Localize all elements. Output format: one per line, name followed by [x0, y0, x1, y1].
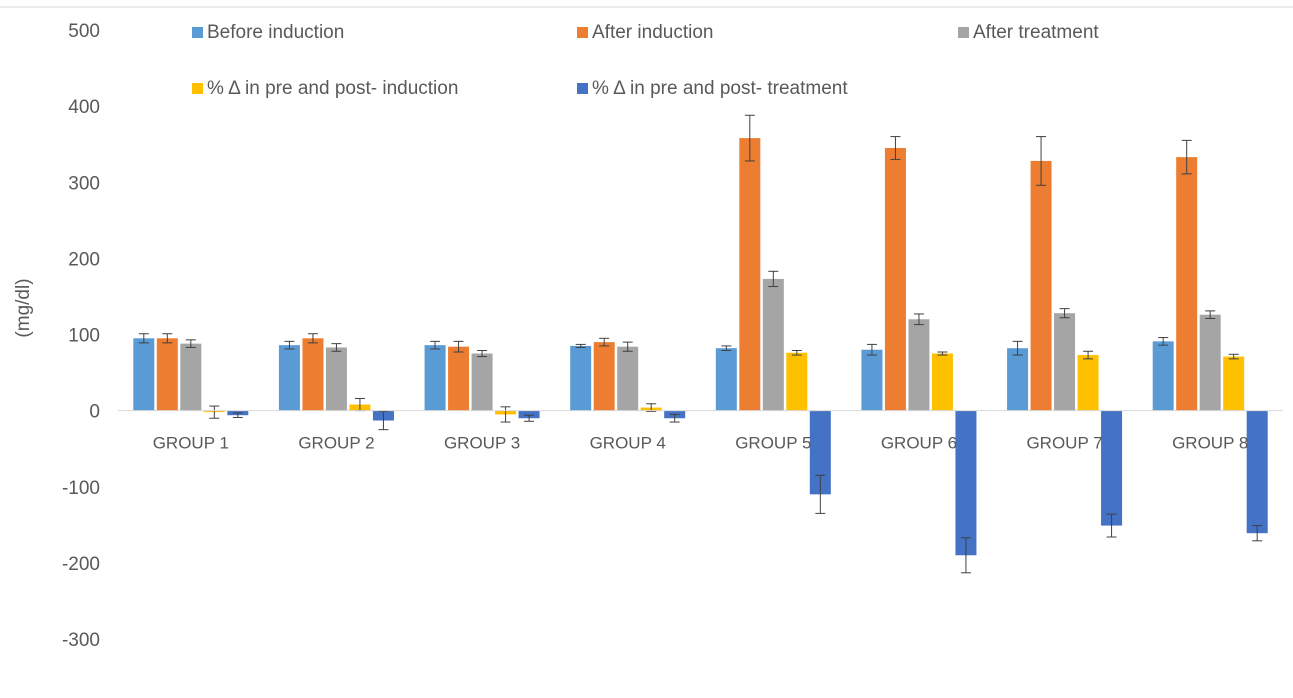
bar — [1199, 314, 1221, 411]
bar — [809, 410, 831, 495]
y-tick-label: 500 — [68, 21, 100, 42]
bar — [1007, 348, 1029, 411]
bar — [278, 345, 300, 411]
y-tick-label: 100 — [68, 326, 100, 347]
category-label: GROUP 4 — [590, 434, 666, 453]
category-label: GROUP 7 — [1026, 434, 1102, 453]
bar — [1246, 410, 1268, 534]
bar — [739, 138, 761, 411]
y-tick-label: 0 — [89, 402, 100, 423]
bar — [884, 147, 906, 411]
bar — [424, 345, 446, 411]
category-label: GROUP 8 — [1172, 434, 1248, 453]
bar — [448, 346, 470, 411]
y-tick-label: -100 — [62, 478, 100, 499]
bar — [1077, 355, 1099, 411]
category-labels: GROUP 1 GROUP 2 GROUP 3 GROUP 4 GROUP 5 GROUP… — [153, 434, 1249, 453]
bar — [1223, 356, 1245, 411]
y-axis-title: (mg/dl) — [13, 278, 34, 337]
legend: Before induction After induction After tre… — [192, 22, 1099, 99]
bar — [325, 347, 347, 411]
error-bars — [138, 114, 1263, 574]
bar — [786, 352, 808, 411]
category-label: GROUP 1 — [153, 434, 229, 453]
bar — [593, 342, 615, 411]
category-label: GROUP 6 — [881, 434, 957, 453]
category-label: GROUP 2 — [298, 434, 374, 453]
bar — [156, 338, 178, 411]
legend-swatch — [958, 27, 969, 38]
category-label: GROUP 5 — [735, 434, 811, 453]
y-tick-label: 400 — [68, 97, 100, 118]
bar — [955, 410, 977, 556]
y-tick-label: -300 — [62, 630, 100, 651]
bar — [908, 319, 930, 411]
bar — [1054, 313, 1076, 411]
legend-label: % Δ in pre and post- treatment — [592, 78, 848, 99]
legend-swatch — [192, 83, 203, 94]
bar — [861, 349, 883, 411]
bar — [570, 345, 592, 411]
bar — [133, 338, 155, 411]
legend-swatch — [577, 27, 588, 38]
bar — [1176, 157, 1198, 411]
y-tick-label: 300 — [68, 173, 100, 194]
legend-swatch — [192, 27, 203, 38]
legend-label: % Δ in pre and post- induction — [207, 78, 458, 99]
legend-label: After induction — [592, 22, 713, 43]
bar — [931, 353, 953, 411]
y-tick-label: 200 — [68, 249, 100, 270]
bar — [1101, 410, 1123, 526]
y-tick-label: -200 — [62, 554, 100, 575]
bar — [715, 348, 737, 411]
category-label: GROUP 3 — [444, 434, 520, 453]
bar — [518, 410, 540, 419]
bars — [133, 138, 1268, 556]
legend-swatch — [577, 83, 588, 94]
y-axis-ticks: 500 400 300 200 100 0 -100 -200 -300 — [62, 21, 100, 651]
bar — [302, 338, 324, 411]
bar — [180, 343, 202, 411]
bar — [762, 278, 784, 411]
bar — [471, 353, 493, 411]
bar — [1030, 160, 1052, 411]
bar — [1152, 341, 1174, 411]
legend-label: After treatment — [973, 22, 1099, 43]
legend-label: Before induction — [207, 22, 344, 43]
bar — [617, 346, 639, 411]
